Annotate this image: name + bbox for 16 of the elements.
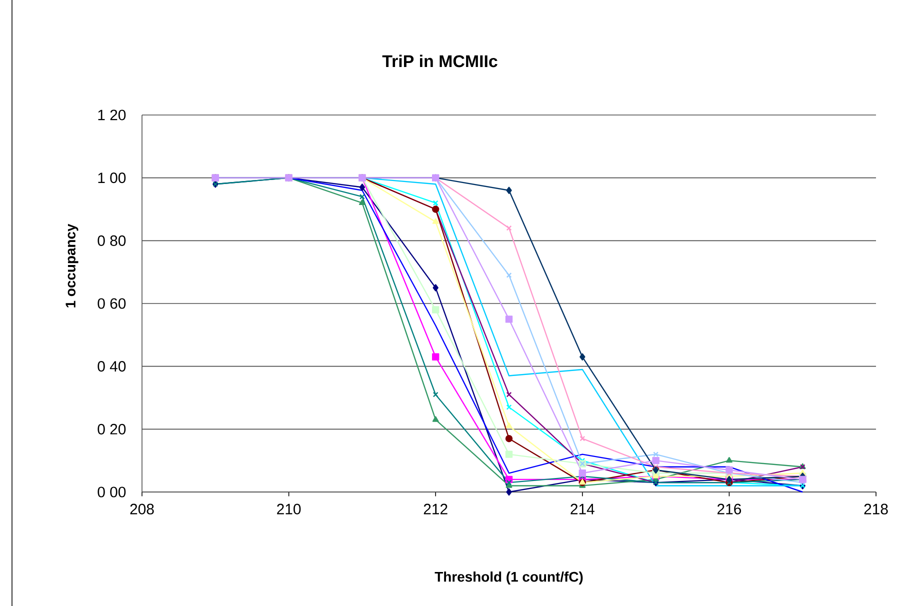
x-tick-label: 212: [424, 504, 448, 514]
text: 0 60: [98, 298, 126, 309]
x-tick-label: 210: [277, 504, 301, 514]
x-axis-title: Threshold (1 count/fC): [434, 571, 583, 584]
text: 0 80: [98, 235, 126, 246]
text: 0 00: [98, 486, 126, 498]
x-tick-label: 208: [130, 504, 154, 514]
text: 1 20: [98, 110, 126, 120]
text: 1 00: [98, 172, 126, 184]
text: 0 40: [98, 361, 126, 372]
text: 0 20: [98, 424, 126, 434]
x-tick-label: 218: [864, 504, 888, 514]
x-tick-label: 214: [570, 504, 594, 514]
y-axis-title: 1 occupancy: [66, 224, 78, 308]
chart-title: TriP in MCMIIc: [382, 54, 498, 68]
x-tick-label: 216: [717, 504, 742, 514]
